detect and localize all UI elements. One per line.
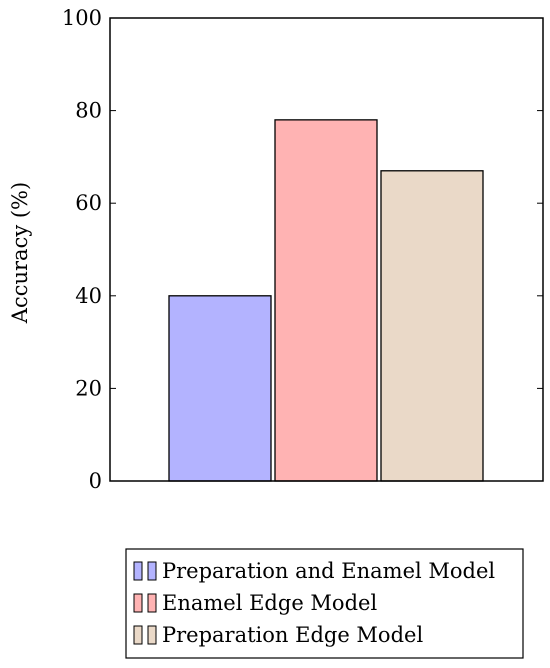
y-axis-title: Accuracy (%): [8, 182, 32, 324]
y-axis-ticks: 0 20 40 60 80 100: [62, 6, 543, 493]
plot-frame: [109, 17, 544, 482]
legend-label-2: Enamel Edge Model: [162, 591, 377, 615]
y-tick-label: 80: [75, 99, 102, 123]
legend-frame: [125, 548, 524, 659]
legend-swatch-1a: [133, 561, 143, 581]
legend: Preparation and Enamel Model Enamel Edge …: [125, 548, 524, 659]
y-tick-label: 0: [89, 469, 102, 493]
legend-swatch-2b: [147, 593, 157, 613]
legend-label-3: Preparation Edge Model: [162, 623, 423, 647]
y-tick-label: 40: [75, 284, 102, 308]
bar-1: [168, 295, 272, 482]
legend-label-1: Preparation and Enamel Model: [162, 559, 495, 583]
legend-swatch-1b: [147, 561, 157, 581]
legend-swatch-2a: [133, 593, 143, 613]
legend-swatch-3b: [147, 625, 157, 645]
bar-3: [380, 170, 484, 482]
y-tick-label: 20: [75, 376, 102, 400]
y-tick-label: 60: [75, 191, 102, 215]
legend-swatch-3a: [133, 625, 143, 645]
y-tick-label: 100: [62, 6, 102, 30]
bar-2: [274, 119, 378, 482]
bars-group: [168, 119, 484, 482]
